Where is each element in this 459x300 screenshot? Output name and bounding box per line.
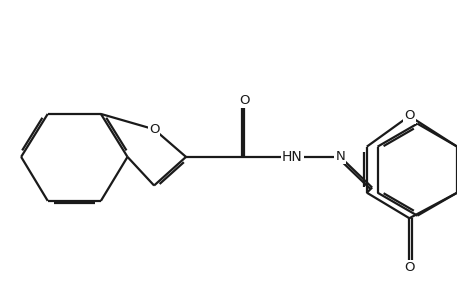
Text: N: N (335, 150, 344, 164)
Text: HN: HN (281, 150, 302, 164)
Text: O: O (149, 123, 159, 136)
Text: O: O (403, 261, 414, 274)
Text: O: O (239, 94, 249, 107)
Text: O: O (403, 110, 414, 122)
